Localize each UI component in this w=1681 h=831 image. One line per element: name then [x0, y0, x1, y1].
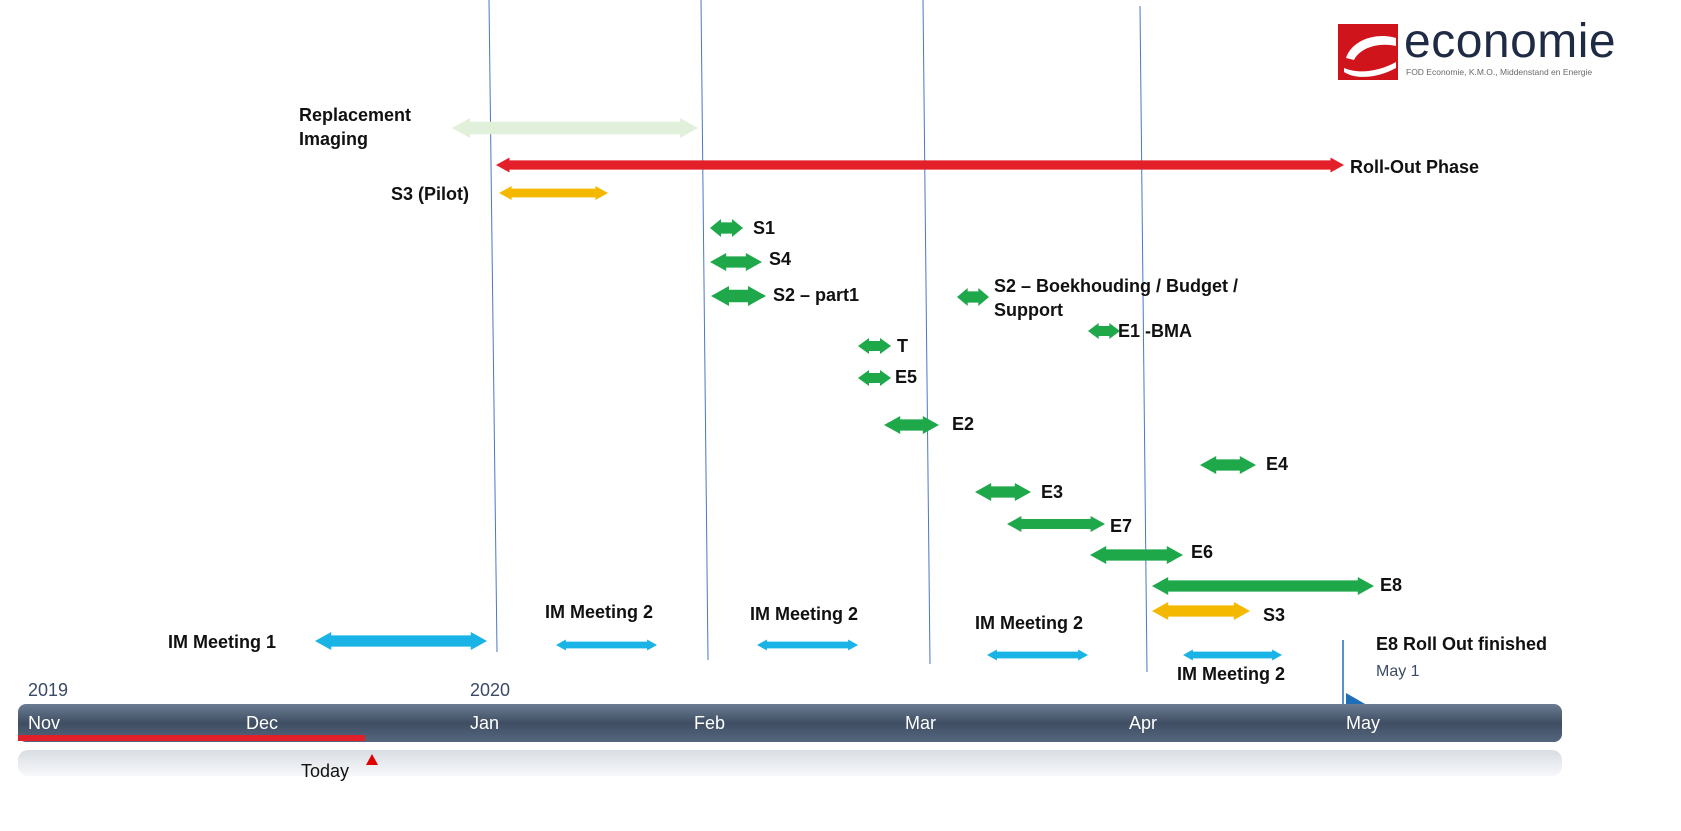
task-bar-e6 — [1090, 546, 1183, 564]
task-bar-im-meeting-2 — [1183, 649, 1282, 661]
milestone-label: E8 Roll Out finished — [1376, 634, 1547, 654]
month-label-nov: Nov — [28, 713, 60, 733]
task-label: S2 – Boekhouding / Budget / Support — [994, 276, 1238, 320]
month-label-feb: Feb — [694, 713, 725, 733]
task-label: IM Meeting 2 — [545, 602, 653, 622]
task-label: E5 — [895, 367, 917, 387]
task-bar-e2 — [884, 416, 939, 434]
task-bar-im-meeting-2 — [556, 639, 657, 651]
task-label: S2 – part1 — [773, 285, 859, 305]
month-label-may: May — [1346, 713, 1380, 733]
task-bar-im-meeting-2 — [757, 639, 858, 651]
task-bar-e4 — [1200, 456, 1256, 474]
month-gridline — [1139, 5, 1148, 673]
task-label: Replacement Imaging — [299, 105, 411, 149]
task-label: E7 — [1110, 516, 1132, 536]
task-label: S3 (Pilot) — [391, 184, 469, 204]
task-bar-s3-pilot — [499, 186, 608, 200]
month-gridlines — [488, 0, 1148, 673]
task-label: S1 — [753, 218, 775, 238]
task-bar-s1 — [710, 219, 743, 237]
task-bar-e7 — [1007, 516, 1105, 532]
task-label: E2 — [952, 414, 974, 434]
task-label: IM Meeting 2 — [750, 604, 858, 624]
milestone-date: May 1 — [1376, 663, 1420, 680]
task-bar-e3 — [975, 483, 1031, 501]
month-label-apr: Apr — [1129, 713, 1157, 733]
task-bar-im-meeting-1 — [315, 632, 487, 650]
today-marker-icon — [366, 754, 378, 765]
task-label: E8 — [1380, 575, 1402, 595]
timeline-axis: Nov Dec Jan Feb Mar Apr May 2019 2020 Today — [18, 680, 1562, 781]
task-label: E6 — [1191, 542, 1213, 562]
task-bar-im-meeting-2 — [987, 649, 1088, 661]
task-label: E1 -BMA — [1118, 321, 1192, 341]
task-bar-s4 — [710, 253, 762, 271]
task-label: IM Meeting 1 — [168, 632, 276, 652]
economie-logo-subtitle: FOD Economie, K.M.O., Middenstand en Ene… — [1406, 67, 1593, 77]
economie-logo: economie FOD Economie, K.M.O., Middensta… — [1338, 15, 1628, 84]
today-label: Today — [301, 761, 349, 781]
task-label: S3 — [1263, 605, 1285, 625]
elapsed-progress — [18, 735, 365, 741]
task-label: T — [897, 336, 908, 356]
task-label: IM Meeting 2 — [1177, 664, 1285, 684]
month-gridline — [488, 0, 498, 653]
task-bar-t — [858, 338, 891, 354]
year-label-2020: 2020 — [470, 680, 510, 700]
task-label: E4 — [1266, 454, 1288, 474]
task-bar-replacement — [452, 118, 698, 138]
task-labels: Replacement Imaging Roll-Out Phase S3 (Pilo… — [168, 105, 1547, 722]
month-gridline — [700, 0, 709, 661]
task-bar-s2-part1 — [711, 286, 766, 306]
task-label: Roll-Out Phase — [1350, 157, 1479, 177]
month-label-mar: Mar — [905, 713, 936, 733]
task-label: E3 — [1041, 482, 1063, 502]
task-bars — [315, 118, 1374, 661]
economie-logo-word: economie — [1404, 15, 1617, 68]
task-label: S4 — [769, 249, 791, 269]
task-bar-roll-out-phase — [496, 157, 1344, 173]
task-bar-s3 — [1152, 602, 1250, 620]
task-bar-s2-boekhouding-budget — [957, 288, 989, 306]
month-label-dec: Dec — [246, 713, 278, 733]
axis-reflection — [18, 750, 1562, 776]
task-bar-e8 — [1152, 577, 1374, 595]
month-label-jan: Jan — [470, 713, 499, 733]
task-bar-e1-bma — [1088, 323, 1120, 339]
economie-logo-mark — [1338, 24, 1398, 80]
axis-bar — [18, 704, 1562, 742]
task-label: IM Meeting 2 — [975, 613, 1083, 633]
task-bar-e5 — [858, 370, 891, 386]
month-gridline — [922, 0, 931, 665]
year-label-2019: 2019 — [28, 680, 68, 700]
